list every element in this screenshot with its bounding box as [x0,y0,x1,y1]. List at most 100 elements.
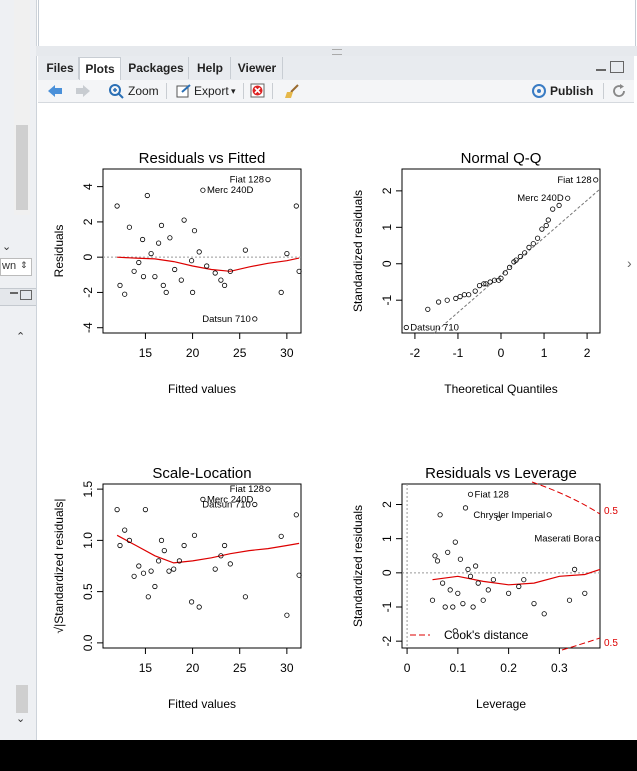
x-tick-label: 25 [233,346,247,360]
legend-label: Cook's distance [444,628,529,642]
data-point [158,537,165,543]
toolbar-divider [603,83,604,99]
data-point [476,283,483,289]
tab-help[interactable]: Help [190,57,231,79]
data-point [462,505,469,511]
data-point [227,268,233,274]
export-dropdown-arrow[interactable]: ▾ [231,86,236,96]
x-tick-label: 25 [233,661,247,675]
data-point [145,594,151,600]
data-point [160,282,166,288]
left-lower-scroll-thumb[interactable] [16,685,28,713]
scroll-up-icon[interactable]: ⌃ [16,331,26,343]
data-point [218,277,224,283]
data-point [114,203,120,209]
plot-frame [102,483,302,649]
data-point [434,558,441,564]
point-label: Datsun 710 [410,323,459,334]
data-point [513,257,519,263]
minimize-icon[interactable] [596,69,606,71]
data-point [152,583,158,590]
data-point [293,512,299,518]
chevron-right-icon[interactable]: › [627,255,632,271]
tab-files[interactable]: Files [42,57,79,79]
plot-viewer: Residuals vs Fitted Fitted values Residual… [38,103,634,740]
data-point [550,206,556,212]
data-point [140,274,147,280]
x-tick-label: 30 [280,661,294,675]
data-point [265,486,271,492]
data-point [516,583,522,590]
data-point [522,250,528,256]
left-dropdown[interactable]: wn ⇕ [0,258,32,276]
data-point [481,281,487,287]
zoom-button[interactable]: Zoom [128,84,159,98]
left-dropdown-label: wn [2,260,17,272]
data-point [131,268,137,274]
data-point [191,228,198,234]
y-tick-label: 1 [380,224,394,231]
plot-frame [401,483,601,649]
point-label: Fiat 128 [557,175,591,186]
tab-plots[interactable]: Plots [79,57,121,80]
left-scrollbar-thumb[interactable] [16,125,28,210]
data-point [444,297,450,303]
export-icon[interactable] [176,83,192,99]
y-tick-label: 1.5 [81,480,95,497]
point-label: Merc 240D [207,494,254,505]
data-point [450,604,456,610]
data-point [148,251,154,257]
zoom-icon[interactable] [108,83,124,99]
y-tick-label: -4 [81,322,95,333]
x-axis-label: Leverage [476,697,526,711]
y-tick-label: 2 [81,218,95,225]
data-point [196,604,202,610]
y-axis-label: Standardized residuals [351,505,365,627]
data-point [296,268,302,274]
data-point [502,270,508,276]
data-point [425,306,431,312]
data-point [483,281,489,287]
data-point [200,496,206,502]
point-label: Fiat 128 [230,175,264,186]
x-axis-label: Fitted values [168,697,236,711]
forward-arrow-icon[interactable] [74,83,92,99]
publish-button[interactable]: Publish [550,84,594,98]
data-point [571,566,578,572]
data-point [126,537,133,543]
refresh-icon[interactable] [611,83,627,99]
splitter-grip-icon[interactable] [332,49,342,55]
data-point [122,291,128,297]
x-tick-label: 0 [404,661,411,675]
x-tick-label: 20 [186,661,200,675]
remove-plot-icon[interactable] [250,83,266,99]
data-point [171,566,177,572]
data-point [582,590,588,596]
data-point [190,289,196,295]
data-point [114,506,120,513]
data-point [227,561,233,567]
tab-viewer[interactable]: Viewer [232,57,283,79]
pane-splitter[interactable] [36,46,637,56]
maximize-icon[interactable] [20,290,32,300]
back-arrow-icon[interactable] [46,83,64,99]
plot-title: Residuals vs Leverage [425,465,577,482]
diagnostic-plots: Residuals vs Fitted Fitted values Residual… [52,150,618,711]
broom-icon[interactable] [284,83,300,99]
point-label: Merc 240D [517,193,564,204]
publish-icon[interactable] [530,83,548,99]
data-point [455,590,461,596]
maximize-icon[interactable] [610,61,624,73]
data-point [122,527,128,533]
chevron-down-icon[interactable]: ⌄ [2,241,12,253]
plot-frame [401,168,601,334]
data-point [429,597,436,603]
data-point [200,187,206,193]
tab-packages[interactable]: Packages [124,57,189,79]
minimize-icon[interactable] [10,292,18,294]
data-point [284,612,290,618]
scroll-down-icon[interactable]: ⌄ [16,713,26,725]
data-point [166,568,172,574]
plot-frame [102,168,302,334]
export-button[interactable]: Export [194,84,229,98]
